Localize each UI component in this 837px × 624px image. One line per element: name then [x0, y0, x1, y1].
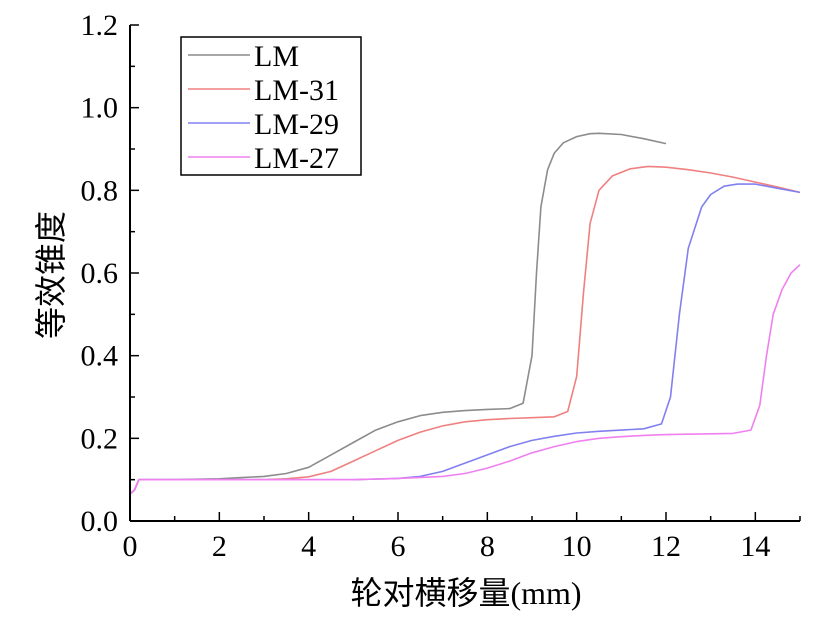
y-tick-label: 0.0: [81, 505, 119, 538]
x-tick-label: 8: [480, 530, 495, 563]
tick-labels: 0 2 4 6 8 10 12 14 0.0 0.2 0.4 0.6 0.8 1.0 1.2: [81, 9, 771, 563]
y-axis-title: 等效锥度: [33, 211, 69, 339]
x-tick-label: 14: [740, 530, 770, 563]
axes: [129, 24, 801, 522]
legend-label-3: LM-29: [254, 108, 339, 141]
y-tick-label: 0.4: [81, 340, 119, 373]
x-tick-label: 0: [123, 530, 138, 563]
series-line-1: [129, 132, 667, 495]
x-tick-label: 4: [301, 530, 316, 563]
legend-label-1: LM: [254, 40, 299, 73]
y-tick-label: 0.6: [81, 257, 119, 290]
series-line-3: [129, 183, 801, 495]
plot-lines: [129, 132, 801, 495]
x-axis-title: 轮对横移量(mm): [350, 575, 581, 611]
y-tick-label: 0.2: [81, 422, 119, 455]
y-tick-label: 0.8: [81, 174, 119, 207]
legend-label-4: LM-27: [254, 142, 339, 175]
legend-label-2: LM-31: [254, 74, 339, 107]
legend-box: [180, 36, 362, 176]
x-tick-label: 6: [391, 530, 406, 563]
y-tick-label: 1.0: [81, 92, 119, 125]
y-tick-label: 1.2: [81, 9, 119, 42]
x-tick-label: 12: [651, 530, 681, 563]
x-tick-label: 10: [562, 530, 592, 563]
x-tick-label: 2: [212, 530, 227, 563]
series-line-4: [129, 264, 801, 495]
